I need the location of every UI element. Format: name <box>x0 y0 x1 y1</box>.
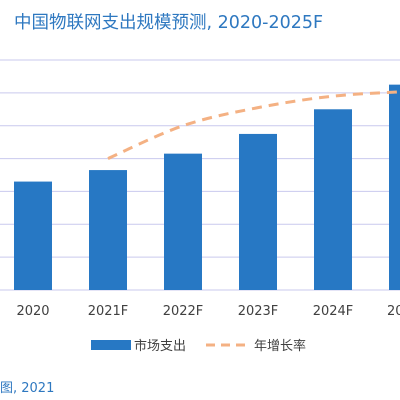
x-axis-tick-labels: 2020 2021F 2022F 2023F 2024F 20 <box>16 304 400 319</box>
bar-2021F <box>89 170 127 290</box>
growth-line <box>107 90 400 160</box>
bar-2025F <box>389 84 400 291</box>
legend-label-market-spending: 市场支出 <box>134 338 186 354</box>
x-tick-label: 20 <box>387 304 400 319</box>
bar-2020 <box>14 181 52 290</box>
x-tick-label: 2024F <box>313 304 354 319</box>
x-tick-label: 2022F <box>163 304 204 319</box>
bar-2024F <box>314 109 352 291</box>
x-tick-label: 2020 <box>16 304 49 319</box>
source-note: 图, 2021 <box>0 381 55 396</box>
x-tick-label: 2021F <box>88 304 129 319</box>
line-series-annual-growth <box>107 90 400 160</box>
bar-2023F <box>239 133 277 290</box>
legend: 市场支出 年增长率 <box>91 338 306 354</box>
bar-2022F <box>164 153 202 290</box>
chart-title: 中国物联网支出规模预测, 2020-2025F <box>14 13 324 33</box>
legend-label-annual-growth: 年增长率 <box>254 338 306 354</box>
bar-series-market-spending <box>14 84 400 291</box>
x-tick-label: 2023F <box>238 304 279 319</box>
legend-swatch-market-spending <box>91 340 131 350</box>
